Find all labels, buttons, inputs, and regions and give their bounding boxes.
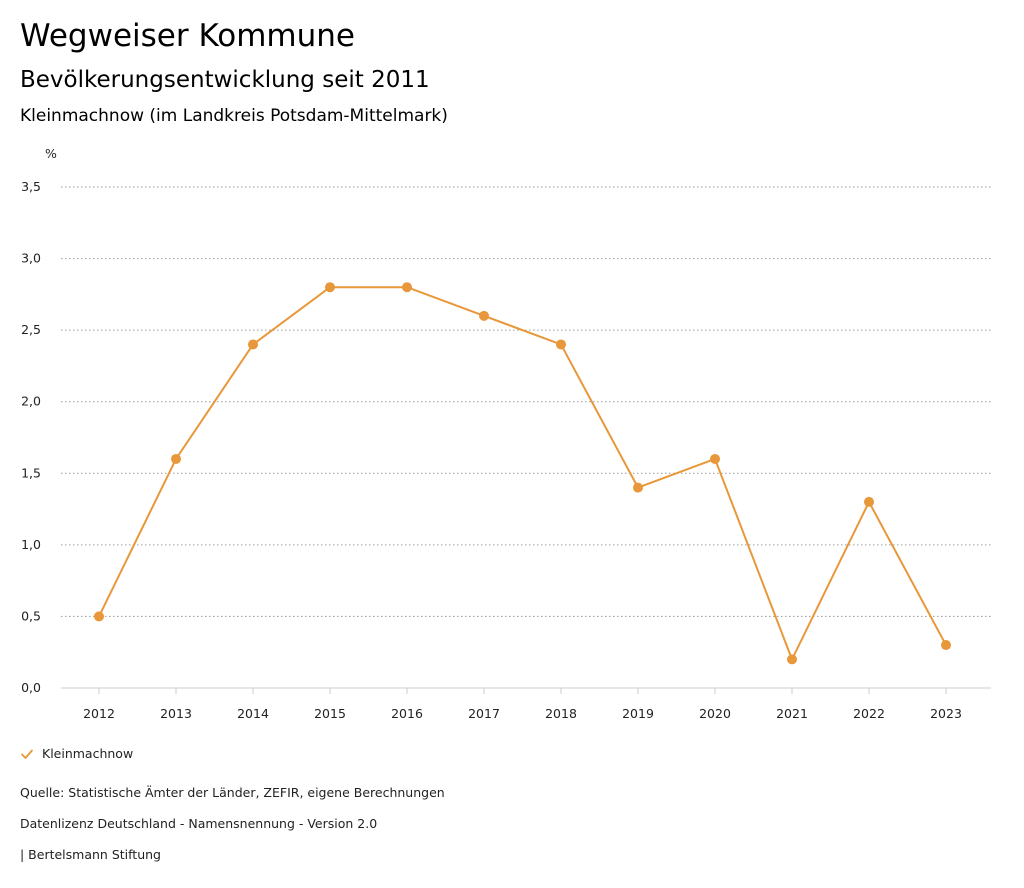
x-tick-label: 2019 [622, 706, 654, 721]
page-title: Wegweiser Kommune [20, 18, 355, 54]
y-tick-label: 2,5 [21, 322, 41, 337]
data-point[interactable] [556, 339, 566, 350]
data-point[interactable] [941, 640, 951, 651]
x-tick-label: 2020 [699, 706, 731, 721]
license-note: Datenlizenz Deutschland - Namensnennung … [20, 816, 378, 831]
chart-subtitle: Bevölkerungsentwicklung seit 2011 [20, 67, 430, 93]
x-tick-label: 2012 [83, 706, 115, 721]
x-tick-label: 2022 [853, 706, 885, 721]
y-tick-label: 2,0 [21, 394, 41, 409]
x-tick-label: 2018 [545, 706, 577, 721]
x-tick-label: 2021 [776, 706, 808, 721]
y-tick-label: 0,0 [21, 680, 41, 695]
grid-lines: 0,0 0,5 1,0 1,5 2,0 2,5 3,0 3,5 [21, 179, 991, 695]
data-point[interactable] [248, 339, 258, 350]
data-point[interactable] [402, 282, 412, 293]
series-kleinmachnow[interactable] [94, 282, 951, 665]
data-point[interactable] [787, 654, 797, 665]
region-label: Kleinmachnow (im Landkreis Potsdam-Mitte… [20, 106, 448, 126]
data-point[interactable] [171, 453, 181, 464]
x-axis: 2012 2013 2014 2015 2016 2017 2018 2019 2020 2021… [61, 687, 991, 721]
line-chart: 0,00,51,01,52,02,53,03,5 2012 2013 2014 201… [21, 146, 991, 721]
data-point[interactable] [94, 611, 104, 622]
data-point[interactable] [633, 482, 643, 493]
credit-note: | Bertelsmann Stiftung [20, 847, 161, 862]
data-point[interactable] [864, 496, 874, 507]
y-axis-unit-label: % [45, 146, 57, 161]
x-tick-label: 2023 [930, 706, 962, 721]
series-line-kleinmachnow [98, 286, 947, 661]
legend[interactable]: Kleinmachnow [20, 744, 133, 764]
y-tick-label: 0,5 [21, 608, 41, 623]
data-point[interactable] [479, 310, 489, 321]
source-note: Quelle: Statistische Ämter der Länder, Z… [20, 785, 445, 800]
x-tick-label: 2016 [391, 706, 423, 721]
x-tick-label: 2017 [468, 706, 500, 721]
x-tick-label: 2013 [160, 706, 192, 721]
y-tick-label: 3,0 [21, 251, 41, 266]
checkmark-icon [21, 749, 33, 759]
x-tick-label: 2014 [237, 706, 269, 721]
data-point[interactable] [710, 453, 720, 464]
y-tick-label: 1,0 [21, 537, 41, 552]
y-tick-label: 3,5 [21, 179, 41, 194]
legend-item-kleinmachnow: Kleinmachnow [42, 746, 134, 761]
x-tick-label: 2015 [314, 706, 346, 721]
data-point[interactable] [325, 282, 335, 293]
y-tick-label: 1,5 [21, 465, 41, 480]
